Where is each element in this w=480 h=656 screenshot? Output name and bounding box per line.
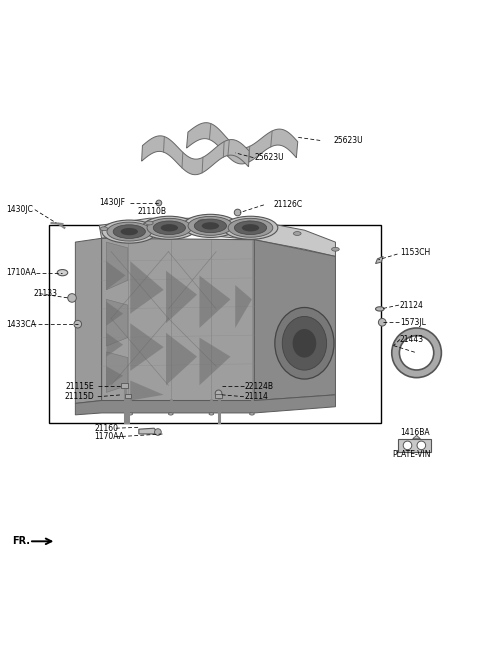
Polygon shape <box>107 352 128 392</box>
Ellipse shape <box>147 218 192 237</box>
Bar <box>49 226 381 423</box>
Ellipse shape <box>293 329 316 358</box>
Polygon shape <box>130 380 164 401</box>
Polygon shape <box>139 428 156 434</box>
Ellipse shape <box>250 413 254 415</box>
Text: 21126C: 21126C <box>274 200 302 209</box>
Ellipse shape <box>100 227 108 231</box>
Polygon shape <box>107 366 123 388</box>
Polygon shape <box>107 261 125 290</box>
Polygon shape <box>166 333 197 385</box>
Text: 21115E: 21115E <box>66 382 95 391</box>
Bar <box>121 383 128 388</box>
Ellipse shape <box>142 216 197 239</box>
Polygon shape <box>199 276 230 328</box>
Polygon shape <box>166 271 197 323</box>
Polygon shape <box>413 436 420 439</box>
Ellipse shape <box>161 224 178 232</box>
Text: 1430JC: 1430JC <box>6 205 33 214</box>
Polygon shape <box>130 261 164 314</box>
Polygon shape <box>107 333 123 357</box>
Ellipse shape <box>153 221 185 235</box>
Text: 1153CH: 1153CH <box>400 248 430 257</box>
Ellipse shape <box>168 413 173 415</box>
Ellipse shape <box>228 218 273 237</box>
Ellipse shape <box>223 216 278 239</box>
Ellipse shape <box>102 220 156 243</box>
Ellipse shape <box>198 220 205 224</box>
Circle shape <box>74 320 82 328</box>
Polygon shape <box>107 302 123 325</box>
Polygon shape <box>187 123 298 164</box>
Ellipse shape <box>120 228 138 236</box>
Ellipse shape <box>145 221 153 225</box>
Bar <box>124 394 131 398</box>
Polygon shape <box>130 323 164 371</box>
Ellipse shape <box>246 221 253 225</box>
Text: 21160: 21160 <box>95 424 119 433</box>
Text: 21114: 21114 <box>245 392 269 401</box>
Polygon shape <box>375 256 383 264</box>
Text: 21133: 21133 <box>34 289 58 298</box>
Text: 1170AA: 1170AA <box>95 432 124 441</box>
Text: 1573JL: 1573JL <box>400 318 426 327</box>
Polygon shape <box>102 238 254 401</box>
Ellipse shape <box>113 225 145 238</box>
Polygon shape <box>99 218 336 256</box>
Polygon shape <box>199 338 230 385</box>
Ellipse shape <box>375 307 384 311</box>
Polygon shape <box>142 136 250 174</box>
Text: 21443: 21443 <box>400 335 424 344</box>
Text: 21115D: 21115D <box>65 392 95 401</box>
Ellipse shape <box>209 413 214 415</box>
Circle shape <box>234 209 241 216</box>
Polygon shape <box>75 395 336 415</box>
Text: 1433CA: 1433CA <box>6 319 36 329</box>
Polygon shape <box>398 439 431 452</box>
Text: 22124B: 22124B <box>245 382 274 391</box>
Text: 1430JF: 1430JF <box>99 199 125 207</box>
Ellipse shape <box>107 222 152 241</box>
Ellipse shape <box>275 308 334 379</box>
Text: PLATE-VIN: PLATE-VIN <box>393 451 431 459</box>
Circle shape <box>215 390 222 397</box>
Text: FR.: FR. <box>12 537 30 546</box>
Ellipse shape <box>194 219 227 233</box>
Polygon shape <box>254 239 336 401</box>
Ellipse shape <box>234 221 266 235</box>
Ellipse shape <box>183 215 238 237</box>
Ellipse shape <box>202 222 219 230</box>
Polygon shape <box>235 285 252 328</box>
Circle shape <box>417 441 426 450</box>
Text: 25623U: 25623U <box>254 153 284 162</box>
Polygon shape <box>107 299 128 346</box>
Text: 21124: 21124 <box>400 300 424 310</box>
Polygon shape <box>107 242 128 290</box>
Ellipse shape <box>242 224 259 232</box>
Ellipse shape <box>332 247 339 251</box>
Circle shape <box>156 200 162 206</box>
Circle shape <box>68 294 76 302</box>
Ellipse shape <box>293 232 301 236</box>
Circle shape <box>378 318 386 326</box>
Text: 1416BA: 1416BA <box>400 428 430 436</box>
Ellipse shape <box>282 316 326 370</box>
Circle shape <box>155 428 161 436</box>
Ellipse shape <box>57 270 68 276</box>
Ellipse shape <box>128 413 132 415</box>
Text: 1710AA: 1710AA <box>6 268 36 277</box>
Ellipse shape <box>188 216 233 236</box>
Polygon shape <box>75 238 102 403</box>
Text: 25623U: 25623U <box>333 136 363 145</box>
Circle shape <box>403 441 412 450</box>
Text: 21110B: 21110B <box>137 207 167 216</box>
Bar <box>215 394 222 398</box>
